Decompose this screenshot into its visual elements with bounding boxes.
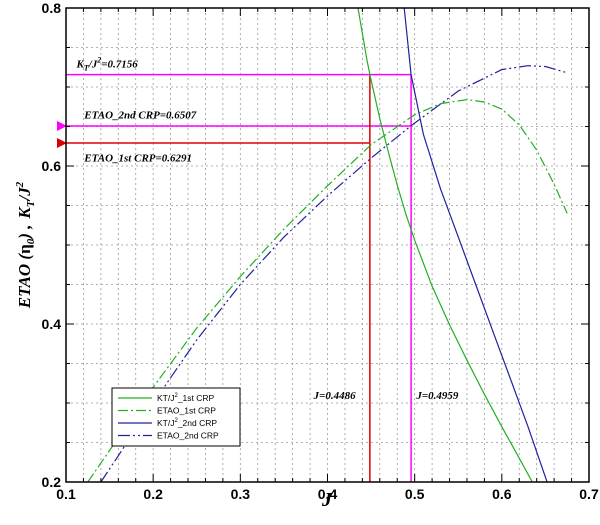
series-line — [403, 8, 548, 482]
x-tick-label: 0.1 — [56, 486, 76, 502]
annotation-text: K — [75, 58, 84, 70]
annotation-etao2: ETAO_2nd CRP=0.6507 — [83, 110, 197, 122]
series-line — [100, 65, 568, 482]
y-title-j: /J — [15, 187, 34, 203]
legend-entry: KT/J2_2nd CRP — [157, 418, 217, 428]
y-tick-label: 0.2 — [42, 474, 62, 490]
legend-entry-sup: 2 — [174, 393, 178, 399]
legend-entry-text: ETAO_2nd CRP — [157, 431, 219, 441]
legend-entry: KT/J2_1st CRP — [157, 393, 215, 403]
grid — [66, 8, 589, 482]
legend-entry: ETAO_2nd CRP — [157, 431, 219, 441]
legend-entry-text: _1st CRP — [177, 393, 215, 403]
annotation-text: ETAO_2nd CRP=0.6507 — [83, 110, 197, 122]
annotation-sup: 2 — [96, 55, 101, 64]
y-title-eta-sub: 0 — [25, 238, 37, 244]
y-title-eta: η — [15, 244, 34, 254]
y-tick-label: 0.6 — [42, 158, 62, 174]
y-title-main: ETAO ( — [15, 253, 34, 310]
legend-entry-sup: 2 — [174, 418, 178, 424]
x-tick-label: 0.7 — [579, 486, 599, 502]
annotation-sub: T — [84, 63, 90, 72]
annotation-text: J=0.4959 — [415, 390, 459, 402]
x-tick-label: 0.2 — [143, 486, 163, 502]
annotation-ktj2: KT/J2=0.7156 — [75, 55, 138, 72]
annotation-text: =0.7156 — [101, 58, 138, 70]
axis-ticks: 0.1 0.2 0.3 0.4 0.5 0.6 0.70.20.40.60.8 — [42, 0, 599, 502]
x-tick-label: 0.4 — [318, 486, 338, 502]
annotation-text: /J — [88, 58, 98, 70]
reference-lines — [57, 73, 412, 482]
y-title-sep: ) , — [15, 225, 34, 241]
series-line — [87, 98, 568, 482]
annotation-text: J=0.4486 — [313, 390, 357, 402]
y-tick-label: 0.4 — [42, 316, 62, 332]
x-tick-label: 0.5 — [405, 486, 425, 502]
annotation-etao1: ETAO_1st CRP=0.6291 — [83, 152, 192, 164]
y-title-k-sub: T — [25, 199, 37, 207]
legend-entry-text: ETAO_1st CRP — [157, 406, 216, 416]
annotation-j2: J=0.4959 — [415, 390, 459, 402]
x-axis-title: J — [321, 489, 333, 511]
x-tick-label: 0.6 — [492, 486, 512, 502]
legend-entry-text: KT/J — [157, 418, 174, 428]
x-tick-label: 0.3 — [231, 486, 251, 502]
legend-entry: ETAO_1st CRP — [157, 406, 216, 416]
legend-entry-text: KT/J — [157, 393, 174, 403]
y-title-j-sup: 2 — [14, 181, 26, 188]
series-line — [357, 8, 533, 482]
y-title-k: K — [15, 206, 34, 220]
annotation-text: ETAO_1st CRP=0.6291 — [83, 152, 192, 164]
y-tick-label: 0.8 — [42, 0, 62, 16]
legend-entry-text: _2nd CRP — [177, 418, 218, 428]
series-lines — [87, 8, 568, 482]
annotation-j1: J=0.4486 — [313, 390, 357, 402]
y-axis-title: ETAO (η0) , KT/J2 — [14, 181, 37, 309]
